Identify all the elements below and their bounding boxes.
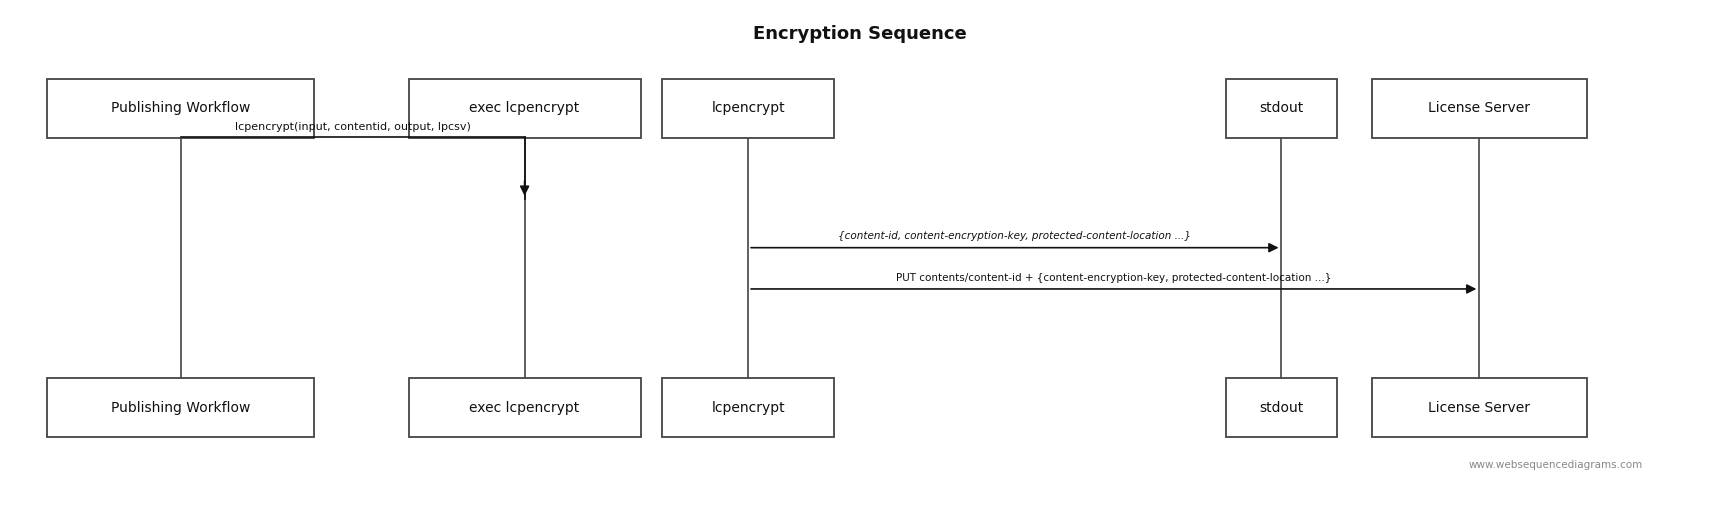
FancyBboxPatch shape: [662, 78, 834, 138]
Text: Publishing Workflow: Publishing Workflow: [110, 400, 251, 415]
FancyBboxPatch shape: [46, 78, 313, 138]
Text: Encryption Sequence: Encryption Sequence: [753, 25, 967, 42]
FancyBboxPatch shape: [409, 78, 640, 138]
FancyBboxPatch shape: [662, 378, 834, 438]
Text: lcpencrypt: lcpencrypt: [712, 101, 784, 116]
Text: {content-id, content-encryption-key, protected-content-location ...}: {content-id, content-encryption-key, pro…: [838, 232, 1192, 241]
Text: lcpencrypt(input, contentid, output, lpcsv): lcpencrypt(input, contentid, output, lpc…: [234, 122, 471, 132]
Text: stdout: stdout: [1259, 400, 1304, 415]
FancyBboxPatch shape: [1373, 78, 1586, 138]
Text: PUT contents/content-id + {content-encryption-key, protected-content-location ..: PUT contents/content-id + {content-encry…: [896, 273, 1331, 283]
FancyBboxPatch shape: [1225, 378, 1338, 438]
Text: www.websequencediagrams.com: www.websequencediagrams.com: [1469, 460, 1643, 470]
FancyBboxPatch shape: [1225, 78, 1338, 138]
FancyBboxPatch shape: [409, 378, 640, 438]
Text: License Server: License Server: [1428, 400, 1531, 415]
Text: Publishing Workflow: Publishing Workflow: [110, 101, 251, 116]
Text: exec lcpencrypt: exec lcpencrypt: [470, 101, 580, 116]
Text: lcpencrypt: lcpencrypt: [712, 400, 784, 415]
Text: exec lcpencrypt: exec lcpencrypt: [470, 400, 580, 415]
Text: stdout: stdout: [1259, 101, 1304, 116]
Text: License Server: License Server: [1428, 101, 1531, 116]
FancyBboxPatch shape: [1373, 378, 1586, 438]
FancyBboxPatch shape: [46, 378, 313, 438]
